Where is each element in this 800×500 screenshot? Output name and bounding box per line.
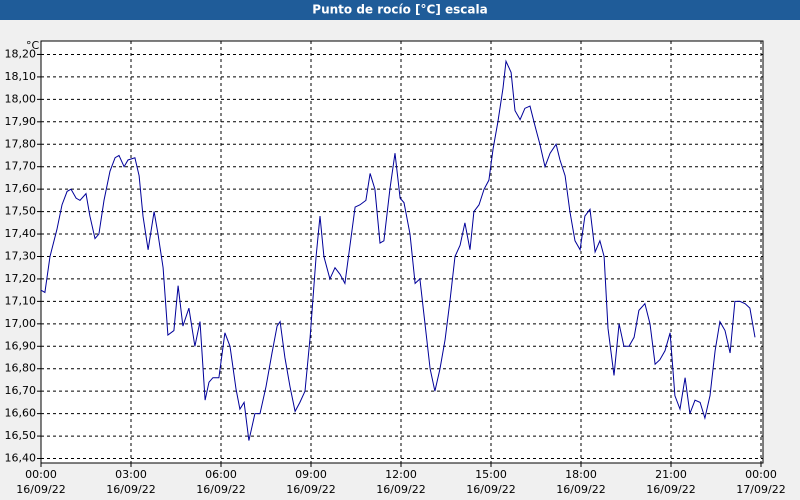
y-tick-label: 17,80 — [5, 137, 37, 150]
y-tick-label: 16,80 — [5, 362, 37, 375]
y-tick-label: 16,70 — [5, 384, 37, 397]
y-tick-label: 18,20 — [5, 47, 37, 60]
x-tick-date: 16/09/22 — [16, 483, 65, 496]
chart-title: Punto de rocío [°C] escala — [312, 3, 487, 17]
y-tick-label: 17,90 — [5, 115, 37, 128]
x-tick-label: 03:00 — [115, 468, 147, 481]
x-tick-label: 00:00 — [25, 468, 57, 481]
data-line — [40, 59, 756, 441]
x-tick-date: 16/09/22 — [106, 483, 155, 496]
y-tick-label: 16,40 — [5, 452, 37, 465]
x-tick-date: 16/09/22 — [376, 483, 425, 496]
plot-area — [40, 40, 764, 464]
x-tick-label: 12:00 — [385, 468, 417, 481]
x-tick-label: 06:00 — [205, 468, 237, 481]
y-tick-label: 17,00 — [5, 317, 37, 330]
y-tick-label: 18,00 — [5, 92, 37, 105]
title-bar — [0, 0, 800, 20]
x-tick-label: 18:00 — [565, 468, 597, 481]
x-tick-label: 00:00 — [745, 468, 777, 481]
x-tick-date: 16/09/22 — [646, 483, 695, 496]
y-tick-label: 17,30 — [5, 249, 37, 262]
x-tick-label: 09:00 — [295, 468, 327, 481]
y-tick-label: 17,70 — [5, 160, 37, 173]
y-tick-label: 17,50 — [5, 205, 37, 218]
y-tick-label: 17,60 — [5, 182, 37, 195]
x-tick-label: 15:00 — [475, 468, 507, 481]
x-tick-label: 21:00 — [655, 468, 687, 481]
y-tick-label: 17,20 — [5, 272, 37, 285]
y-tick-label: 18,10 — [5, 70, 37, 83]
x-tick-date: 17/09/22 — [736, 483, 785, 496]
x-tick-date: 16/09/22 — [556, 483, 605, 496]
y-tick-label: 16,50 — [5, 429, 37, 442]
y-tick-label: 16,60 — [5, 407, 37, 420]
y-tick-label: 16,90 — [5, 339, 37, 352]
x-tick-date: 16/09/22 — [466, 483, 515, 496]
x-tick-date: 16/09/22 — [196, 483, 245, 496]
y-tick-label: 17,10 — [5, 294, 37, 307]
y-unit: °C — [26, 39, 40, 52]
x-tick-date: 16/09/22 — [286, 483, 335, 496]
y-tick-label: 17,40 — [5, 227, 37, 240]
